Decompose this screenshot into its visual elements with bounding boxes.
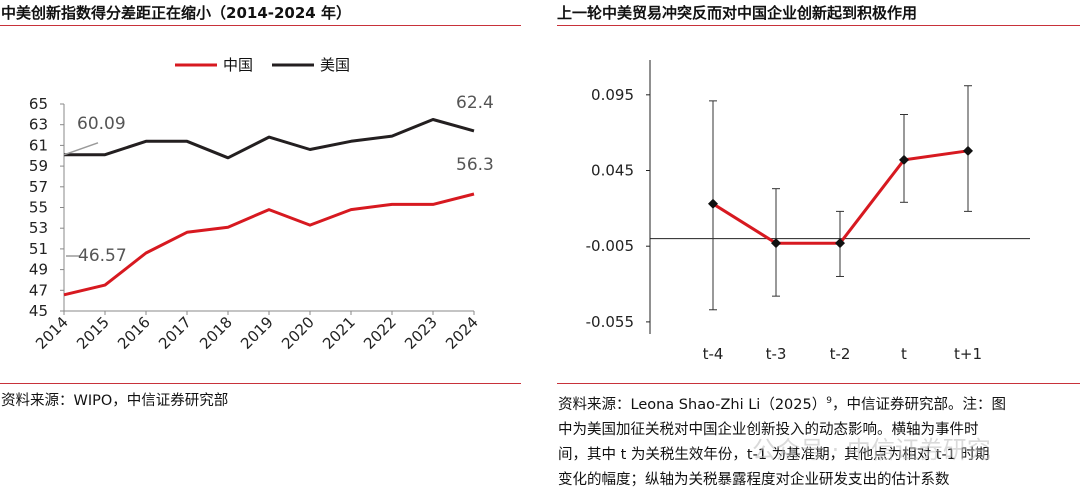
left-x-tick-label: 2016 bbox=[114, 313, 154, 353]
right-y-tick-label: 0.095 bbox=[591, 86, 634, 104]
left-title-rule bbox=[0, 25, 521, 26]
left-annotation-leader-usa-start bbox=[63, 142, 99, 156]
left-x-tick-label: 2015 bbox=[73, 313, 113, 353]
right-source-note: 资料来源：Leona Shao-Zhi Li（2025）9，中信证券研究部。注：… bbox=[558, 389, 1080, 493]
right-data-point bbox=[899, 154, 909, 165]
left-y-tick-label: 51 bbox=[29, 240, 48, 258]
left-y-tick-label: 61 bbox=[29, 136, 48, 154]
right-x-tick-label: t-4 bbox=[703, 345, 724, 363]
left-x-tick-label: 2023 bbox=[401, 313, 441, 353]
left-annotation-china-start: 46.57 bbox=[78, 246, 127, 266]
right-source-footnote-ref: 9 bbox=[826, 396, 832, 406]
right-x-tick-label: t bbox=[901, 345, 907, 363]
left-x-tick-label: 2022 bbox=[360, 313, 400, 353]
left-source-rule bbox=[0, 383, 521, 384]
left-annotation-usa-start: 60.09 bbox=[77, 114, 126, 134]
right-data-point bbox=[963, 145, 973, 156]
right-source-rule bbox=[557, 383, 1080, 384]
left-y-tick-label: 65 bbox=[29, 95, 48, 113]
left-y-tick-label: 45 bbox=[29, 302, 48, 320]
left-y-tick-label: 53 bbox=[29, 219, 48, 237]
left-x-tick-label: 2018 bbox=[196, 313, 236, 353]
left-annotation-china-end: 56.3 bbox=[456, 155, 494, 175]
right-x-tick-label: t-2 bbox=[830, 345, 851, 363]
left-series-line-china bbox=[63, 192, 475, 297]
left-y-tick-label: 55 bbox=[29, 199, 48, 217]
left-y-tick-label: 57 bbox=[29, 178, 48, 196]
right-source-line4: 变化的幅度；纵轴为关税暴露程度对企业研发支出的估计系数 bbox=[558, 471, 950, 488]
left-x-tick-label: 2017 bbox=[155, 313, 195, 353]
left-x-tick-label: 2019 bbox=[237, 313, 277, 353]
right-event-study-chart: -0.055 -0.005 0.045 0.095 t-4 t-3 t-2 t t+1 bbox=[586, 60, 1030, 363]
left-y-tick-label: 63 bbox=[29, 116, 48, 134]
right-data-point bbox=[835, 238, 845, 249]
left-annotation-usa-end: 62.4 bbox=[456, 93, 494, 113]
right-source-line1-a: 资料来源：Leona Shao-Zhi Li（2025） bbox=[558, 396, 827, 413]
left-y-tick-label: 49 bbox=[29, 261, 48, 279]
left-x-tick-label: 2020 bbox=[278, 313, 318, 353]
right-title-rule bbox=[557, 25, 1080, 26]
right-source-line3: 间，其中 t 为关税生效年份，t-1 为基准期，其他点为相对 t-1 时期 bbox=[558, 446, 990, 463]
right-data-point bbox=[708, 198, 718, 209]
right-y-tick-label: -0.005 bbox=[586, 237, 634, 255]
right-source-line2: 中为美国加征关税对中国企业创新投入的动态影响。横轴为事件时 bbox=[558, 421, 979, 438]
left-source-note: 资料来源：WIPO，中信证券研究部 bbox=[1, 393, 229, 409]
left-x-tick-label: 2024 bbox=[442, 313, 482, 353]
left-legend-label: 美国 bbox=[320, 56, 350, 74]
left-chart-title: 中美创新指数得分差距正在缩小（2014-2024 年） bbox=[1, 4, 351, 22]
right-x-tick-label: t-3 bbox=[766, 345, 787, 363]
right-chart-title: 上一轮中美贸易冲突反而对中国企业创新起到积极作用 bbox=[557, 4, 918, 22]
left-x-tick-label: 2021 bbox=[319, 313, 359, 353]
right-x-tick-label: t+1 bbox=[954, 345, 982, 363]
left-y-tick-label: 59 bbox=[29, 157, 48, 175]
left-series-line-usa bbox=[63, 118, 475, 160]
right-y-tick-label: -0.055 bbox=[586, 313, 634, 331]
left-legend-label: 中国 bbox=[223, 56, 253, 74]
right-source-line1-b: ，中信证券研究部。注：图 bbox=[831, 396, 1006, 413]
right-y-tick-label: 0.045 bbox=[591, 162, 634, 180]
left-y-tick-label: 47 bbox=[29, 281, 48, 299]
right-data-point bbox=[771, 238, 781, 249]
watermark: 公众号 · 中信证券研究 bbox=[752, 436, 991, 464]
